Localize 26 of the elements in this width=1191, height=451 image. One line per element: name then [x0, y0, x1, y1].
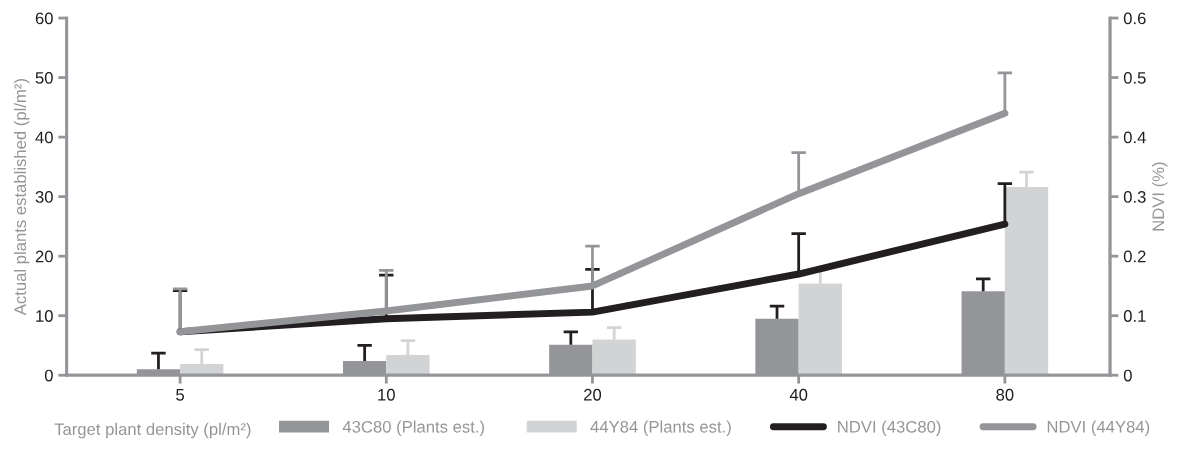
y2-tick-label: 0.6: [1123, 12, 1146, 25]
y-tick-label: 50: [35, 71, 53, 84]
x-tick-label: 20: [584, 388, 602, 401]
x-tick-label: 10: [378, 388, 395, 401]
x-tick-label: 5: [176, 389, 185, 401]
y-tick-label: 30: [35, 191, 53, 203]
y-tick-label: 60: [35, 12, 53, 25]
y-tick-label: 0: [44, 369, 53, 382]
y2-tick-label: 0.4: [1123, 131, 1146, 144]
y-tick-label: 10: [36, 310, 53, 322]
y2-tick-label: 0.3: [1123, 191, 1146, 203]
legend-label: NDVI (44Y84): [1047, 420, 1150, 436]
x-tick-label: 80: [996, 388, 1014, 401]
y2-tick-label: 0.2: [1123, 250, 1146, 263]
legend-label: 44Y84 (Plants est.): [590, 420, 731, 436]
y2-tick-label: 0.1: [1123, 310, 1146, 322]
y-tick-label: 20: [35, 250, 53, 263]
y2-tick-label: 0.5: [1123, 71, 1146, 84]
x-axis-title: Target plant density (pl/m²): [54, 422, 251, 439]
legend-label: 43C80 (Plants est.): [342, 420, 484, 436]
x-tick-label: 40: [789, 388, 808, 401]
y2-tick-label: 0: [1123, 369, 1132, 382]
y-axis-title: Actual plants established (pl/m²): [13, 79, 30, 316]
legend-label: NDVI (43C80): [838, 420, 941, 436]
y2-axis-title: NDVI (%): [1151, 162, 1168, 231]
y-tick-label: 40: [35, 131, 53, 144]
